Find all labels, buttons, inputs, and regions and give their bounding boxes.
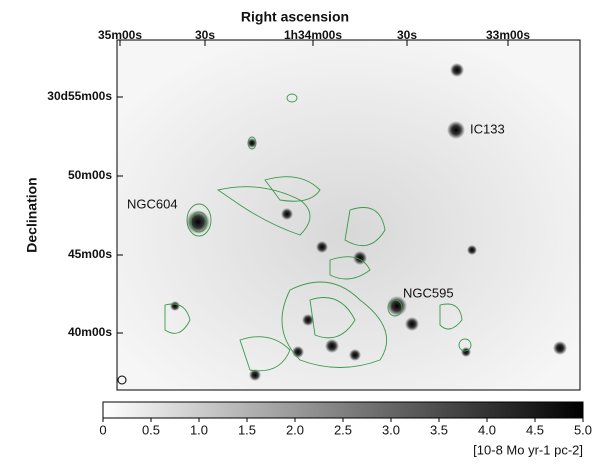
y-tick-label: 30d55m00s bbox=[47, 89, 112, 103]
x-tick-label: 35m00s bbox=[98, 28, 142, 42]
x-tick-label: 30s bbox=[195, 28, 215, 42]
contours bbox=[164, 93, 472, 372]
colorbar-tick-label: 4.0 bbox=[478, 422, 496, 437]
colorbar-label: [10-8 Mo yr-1 pc-2] bbox=[473, 442, 583, 457]
colorbar-tick-label: 0 bbox=[99, 422, 106, 437]
colorbar-tick-label: 4.5 bbox=[526, 422, 544, 437]
image-frame bbox=[116, 39, 581, 391]
colorbar-tick-label: 1.5 bbox=[238, 422, 256, 437]
y-tick-label: 50m00s bbox=[68, 168, 112, 182]
colorbar-tick-label: 5.0 bbox=[574, 422, 592, 437]
annotation: NGC604 bbox=[127, 196, 178, 211]
x-axis-title: Right ascension bbox=[241, 9, 349, 25]
colorbar-tick-label: 3.0 bbox=[382, 422, 400, 437]
y-axis-title: Declination bbox=[24, 177, 40, 252]
colorbar-tick-label: 2.5 bbox=[334, 422, 352, 437]
colorbar-tick-label: 3.5 bbox=[430, 422, 448, 437]
y-tick-label: 45m00s bbox=[68, 247, 112, 261]
beam bbox=[117, 375, 127, 385]
colorbar-tick-label: 0.5 bbox=[142, 422, 160, 437]
colorbar-tick-label: 2.0 bbox=[286, 422, 304, 437]
annotation: IC133 bbox=[470, 121, 505, 136]
colorbar bbox=[102, 401, 584, 419]
y-tick-label: 40m00s bbox=[68, 325, 112, 339]
x-tick-label: 1h34m00s bbox=[284, 28, 342, 42]
annotation: NGC595 bbox=[403, 285, 454, 300]
x-tick-label: 30s bbox=[397, 28, 417, 42]
colorbar-tick-label: 1.0 bbox=[190, 422, 208, 437]
x-tick-label: 33m00s bbox=[486, 28, 530, 42]
